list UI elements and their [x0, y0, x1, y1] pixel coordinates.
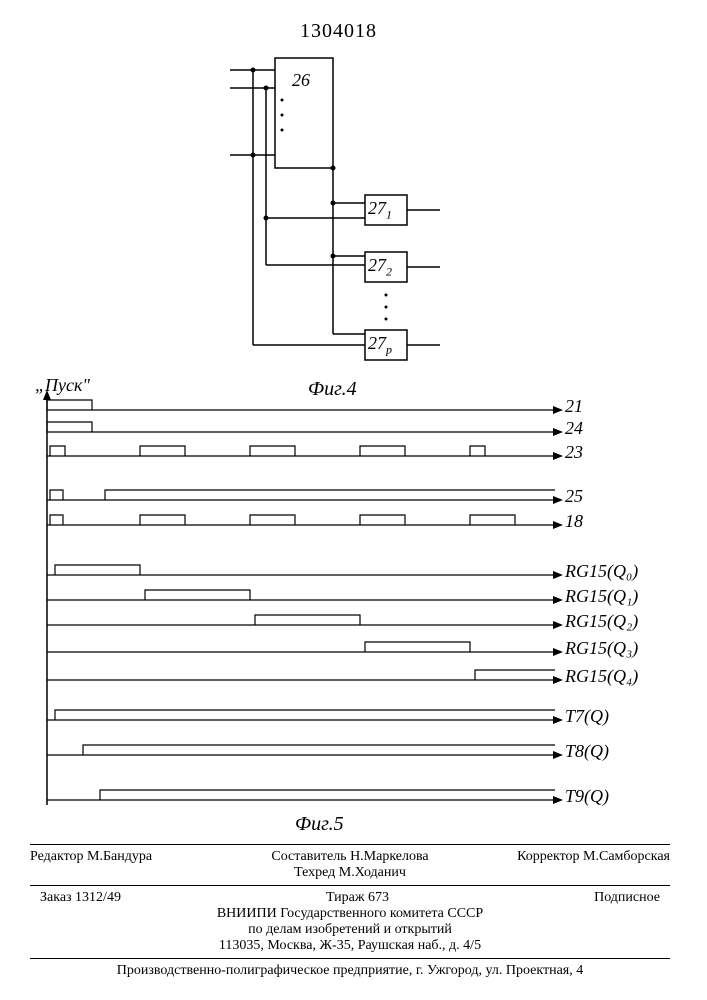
fig5-caption: Фиг.5 — [295, 813, 344, 836]
footer-tirage: Тираж 673 — [326, 890, 389, 906]
timing-row-label: RG15(Q₀) — [565, 561, 638, 582]
timing-row-label: RG15(Q₁) — [565, 586, 638, 607]
timing-row-label: T7(Q) — [565, 706, 609, 727]
footer-subscription: Подписное — [594, 890, 660, 906]
footer-print: Производственно-полиграфическое предприя… — [30, 963, 670, 979]
timing-row-label: RG15(Q₂) — [565, 611, 638, 632]
timing-row-label: 24 — [565, 418, 583, 439]
footer-editor: Редактор М.Бандура — [30, 849, 230, 881]
footer-org1: ВНИИПИ Государственного комитета СССР — [30, 906, 670, 922]
timing-row-label: T9(Q) — [565, 786, 609, 807]
timing-row-label: T8(Q) — [565, 741, 609, 762]
footer-org2: по делам изобретений и открытий — [30, 922, 670, 938]
timing-row-label: 18 — [565, 511, 583, 532]
timing-row-label: 23 — [565, 442, 583, 463]
footer-compiler: Составитель Н.Маркелова — [230, 849, 470, 865]
timing-row-label: RG15(Q₄) — [565, 666, 638, 687]
footer-order: Заказ 1312/49 — [40, 890, 121, 906]
timing-row-label: RG15(Q₃) — [565, 638, 638, 659]
footer-tech: Техред М.Ходанич — [230, 865, 470, 881]
fig5-timing-diagram — [0, 0, 707, 820]
footer-corrector: Корректор М.Самборская — [470, 849, 670, 881]
timing-row-label: 25 — [565, 486, 583, 507]
footer-block: Редактор М.Бандура Составитель Н.Маркело… — [30, 840, 670, 979]
footer-addr1: 113035, Москва, Ж-35, Раушская наб., д. … — [30, 938, 670, 954]
timing-row-label: 21 — [565, 396, 583, 417]
